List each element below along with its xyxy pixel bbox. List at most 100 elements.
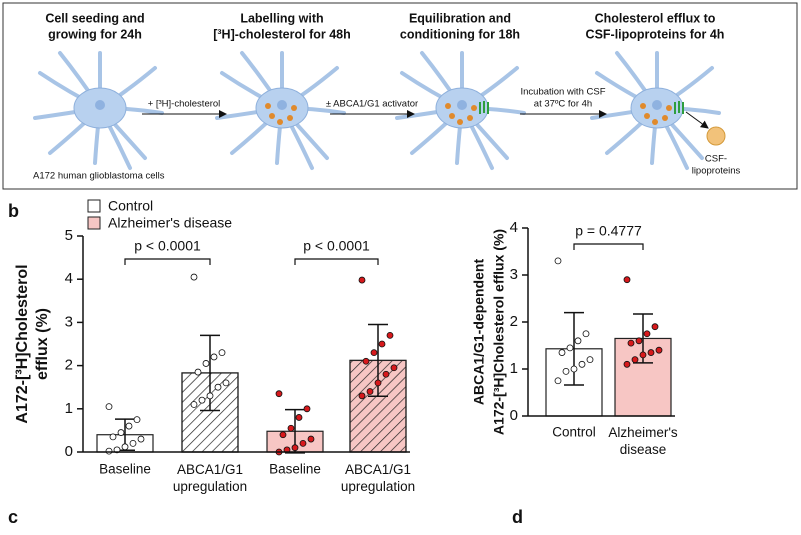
step-title: CSF-lipoproteins for 4h — [586, 27, 725, 41]
step-title: Labelling with — [240, 11, 323, 25]
step-title: [³H]-cholesterol for 48h — [213, 27, 351, 41]
data-point — [631, 356, 639, 364]
x-tick-label: Control — [552, 425, 596, 440]
y-tick-label: 3 — [510, 266, 518, 283]
cell-label: A172 human glioblastoma cells — [33, 171, 165, 182]
data-point — [362, 357, 370, 365]
x-tick-label: Alzheimer's disease — [608, 425, 678, 457]
y-tick-label: 0 — [510, 407, 518, 424]
data-point — [210, 353, 218, 361]
nucleus — [652, 100, 662, 110]
step-title: conditioning for 18h — [400, 27, 520, 41]
cholesterol — [277, 119, 283, 125]
data-point — [275, 390, 283, 398]
panel-label: d — [512, 507, 523, 527]
cholesterol — [640, 103, 646, 109]
data-point — [643, 330, 651, 338]
arrow-label: + [³H]-cholesterol — [148, 99, 221, 110]
cholesterol — [644, 113, 650, 119]
data-point — [137, 435, 145, 443]
data-point — [554, 257, 562, 265]
data-point — [218, 349, 226, 357]
p-value: p = 0.4777 — [575, 223, 642, 239]
data-point — [378, 340, 386, 348]
data-point — [109, 433, 117, 441]
data-point — [190, 273, 198, 281]
neuron — [215, 51, 346, 170]
step-title: growing for 24h — [48, 27, 142, 41]
data-point — [303, 405, 311, 413]
y-tick-label: 1 — [65, 400, 73, 417]
data-point — [623, 360, 631, 368]
data-point — [295, 414, 303, 421]
data-point — [386, 331, 394, 339]
data-point — [655, 346, 663, 354]
data-point — [190, 401, 198, 408]
legend-swatch — [87, 216, 101, 230]
data-point — [627, 339, 635, 347]
panel-label: c — [8, 507, 18, 527]
x-tick-label: Baseline — [269, 462, 321, 477]
y-tick-label: 1 — [510, 360, 518, 377]
nucleus — [277, 100, 287, 110]
data-point — [382, 370, 390, 378]
error-bar — [564, 311, 584, 386]
y-tick-label: 0 — [65, 443, 73, 460]
x-tick-label: Baseline — [99, 462, 151, 477]
x-tick-line: Alzheimer's — [608, 425, 678, 440]
data-point — [222, 379, 230, 387]
data-point — [623, 276, 631, 284]
neuron — [590, 51, 721, 170]
data-point — [105, 403, 113, 411]
data-point — [358, 392, 366, 400]
legend-swatch — [87, 199, 101, 213]
arrow-label: at 37ºC for 4h — [534, 99, 592, 110]
cholesterol — [471, 105, 477, 111]
step-title: Equilibration and — [409, 11, 511, 25]
data-point — [578, 360, 586, 368]
lipoprotein — [706, 126, 726, 146]
data-point — [307, 435, 315, 443]
data-point — [554, 377, 562, 385]
data-point — [291, 444, 299, 452]
significance-bracket — [573, 243, 644, 250]
data-point — [279, 431, 287, 439]
step-title: Cell seeding and — [45, 11, 144, 25]
data-point — [129, 439, 137, 447]
y-tick-label: 4 — [510, 219, 518, 236]
step-title: Cholesterol efflux to — [595, 11, 716, 25]
data-point — [299, 439, 307, 447]
legend-label: Alzheimer's disease — [108, 215, 232, 231]
cholesterol — [287, 115, 293, 121]
x-tick-label: ABCA1/G1 upregulation — [341, 462, 415, 494]
data-point — [121, 443, 129, 451]
data-point — [558, 349, 566, 356]
significance-bracket — [294, 258, 379, 265]
data-point — [117, 429, 125, 436]
data-point — [639, 351, 647, 359]
significance-bracket — [124, 258, 211, 265]
cholesterol — [652, 119, 658, 125]
y-tick-label: 3 — [65, 313, 73, 330]
p-value: p < 0.0001 — [134, 238, 201, 254]
nucleus — [95, 100, 105, 110]
data-point — [647, 349, 655, 356]
data-point — [105, 447, 113, 455]
legend-label: Control — [108, 198, 153, 214]
y-axis-label: A172-[³H]Cholesterol efflux (%) — [491, 229, 507, 435]
data-point — [570, 365, 578, 373]
cholesterol — [291, 105, 297, 111]
efflux-arrow — [685, 111, 709, 129]
data-point — [374, 379, 382, 387]
lipoprotein-label: CSF- — [705, 154, 727, 165]
cholesterol — [445, 103, 451, 109]
x-tick-line: upregulation — [173, 479, 247, 494]
data-point — [366, 388, 374, 395]
y-tick-label: 2 — [65, 357, 73, 374]
neuron — [395, 51, 526, 170]
data-point — [566, 344, 574, 352]
data-point — [358, 276, 366, 284]
cholesterol — [269, 113, 275, 119]
cholesterol — [666, 105, 672, 111]
neuron — [33, 51, 164, 170]
